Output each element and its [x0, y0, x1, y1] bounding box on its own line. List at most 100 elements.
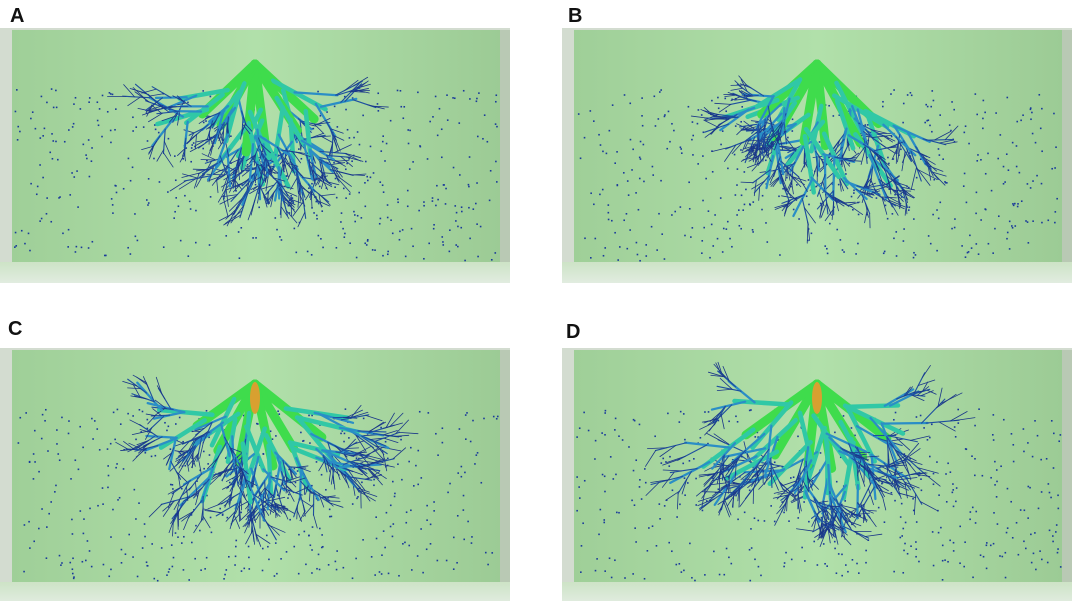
root-fragment: [1007, 169, 1010, 172]
root: [334, 166, 343, 178]
root-fragment: [892, 158, 895, 160]
root: [296, 465, 309, 468]
root-fragment: [618, 435, 620, 437]
root: [780, 160, 800, 178]
root: [818, 524, 823, 539]
root-fragment: [268, 558, 270, 561]
root-fragment: [743, 511, 746, 514]
root-fragment: [68, 129, 70, 131]
root: [290, 151, 306, 154]
root-fragment: [925, 103, 928, 106]
panel-label: B: [568, 5, 582, 27]
root: [147, 93, 159, 105]
root: [222, 164, 238, 173]
root: [177, 461, 186, 475]
root-fragment: [31, 111, 34, 113]
root-fragment: [725, 228, 728, 230]
root: [758, 103, 783, 126]
root: [853, 530, 869, 541]
root-fragment: [1018, 171, 1021, 174]
root: [829, 493, 847, 534]
root: [217, 469, 230, 475]
root-fragment: [294, 481, 297, 484]
root: [142, 109, 158, 116]
root: [894, 480, 915, 489]
root: [207, 143, 214, 157]
root-fragment: [309, 544, 312, 547]
root-fragment: [386, 204, 389, 206]
root: [860, 147, 866, 165]
root-fragment: [56, 443, 58, 445]
root: [234, 179, 243, 190]
root-fragment: [1054, 167, 1056, 169]
root-fragment: [157, 131, 160, 134]
root: [739, 83, 752, 89]
root-fragment: [33, 429, 36, 432]
root: [196, 437, 202, 462]
root-fragment: [703, 226, 705, 229]
root: [145, 427, 153, 440]
root-fragment: [757, 519, 760, 522]
root-fragment: [1031, 111, 1033, 114]
root-fragment: [682, 462, 685, 465]
root-fragment: [740, 120, 742, 123]
root-fragment: [733, 153, 736, 156]
root-fragment: [452, 568, 455, 570]
root: [351, 451, 366, 457]
root-fragment: [578, 486, 580, 488]
root-fragment: [695, 477, 697, 480]
root: [244, 521, 250, 534]
root-fragment: [293, 227, 296, 230]
root-fragment: [86, 540, 89, 542]
root-fragment: [808, 520, 810, 523]
root: [768, 169, 776, 182]
root-fragment: [458, 122, 461, 124]
root-fragment: [811, 480, 814, 482]
root-fragment: [903, 549, 905, 552]
root-fragment: [906, 185, 908, 188]
root: [888, 461, 906, 467]
root: [163, 452, 172, 460]
root-fragment: [135, 518, 137, 520]
root: [910, 394, 925, 401]
root-fragment: [452, 166, 455, 169]
root: [336, 176, 351, 193]
root-fragment: [51, 157, 54, 160]
root: [758, 144, 762, 163]
root-fragment: [36, 185, 39, 188]
root-fragment: [353, 136, 355, 139]
root-fragment: [28, 461, 31, 463]
side-wall: [500, 350, 510, 582]
root-fragment: [639, 158, 642, 160]
root-fragment: [135, 126, 138, 128]
root-fragment: [641, 115, 643, 117]
root-fragment: [42, 135, 44, 137]
root: [709, 117, 724, 121]
root-fragment: [116, 408, 119, 411]
root-fragment: [77, 206, 79, 208]
root: [265, 174, 269, 192]
root-fragment: [734, 194, 737, 196]
root-fragment: [794, 494, 797, 497]
root-fragment: [382, 191, 385, 193]
root-fragment: [457, 225, 459, 228]
root-fragment: [351, 577, 354, 580]
root-fragment: [1041, 107, 1043, 110]
root-fragment: [321, 210, 324, 212]
root-fragment: [599, 193, 601, 196]
root: [364, 456, 384, 464]
root: [373, 440, 385, 455]
root-fragment: [974, 457, 976, 460]
root-fragment: [183, 535, 185, 538]
root: [703, 469, 719, 485]
root: [740, 152, 756, 162]
root: [218, 130, 224, 142]
root-fragment: [285, 551, 288, 553]
root: [791, 182, 794, 195]
root: [783, 120, 787, 145]
root-fragment: [381, 554, 383, 557]
root: [225, 475, 238, 482]
root: [368, 421, 387, 432]
root: [313, 123, 325, 135]
root-fragment: [410, 509, 412, 512]
